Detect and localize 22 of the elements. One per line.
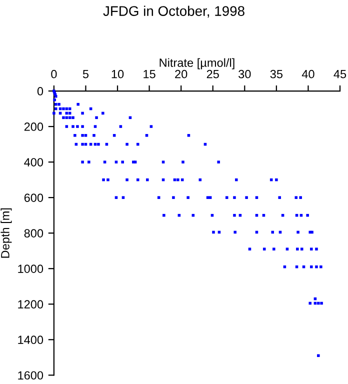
y-tick-label: 600 [24,194,44,202]
y-tick-label: 1000 [18,264,44,273]
x-axis-title: Nitrate [µmol/l] [160,58,234,70]
y-tick-label: 1600 [18,371,44,380]
x-tick-label: 35 [270,70,282,78]
x-tick-label: 45 [334,70,346,78]
x-tick-label: 5 [82,70,89,78]
y-axis-title: Depth [m] [0,208,12,258]
x-tick-label: 0 [51,70,57,78]
y-tick-label: 1400 [18,336,44,344]
y-tick-label: 400 [24,158,44,166]
x-tick-label: 40 [302,70,314,78]
y-tick-label: 0 [37,87,44,96]
y-tick-label: 800 [24,229,44,238]
x-tick-label: 25 [206,70,219,78]
y-tick-label: 200 [24,122,44,131]
x-tick-label: 30 [238,70,251,78]
y-tick-label: 1200 [18,300,44,309]
chart-title: JFDG in October, 1998 [103,6,244,18]
x-tick-label: 15 [144,70,156,78]
x-tick-label: 10 [112,70,124,78]
x-tick-label: 20 [175,70,188,78]
